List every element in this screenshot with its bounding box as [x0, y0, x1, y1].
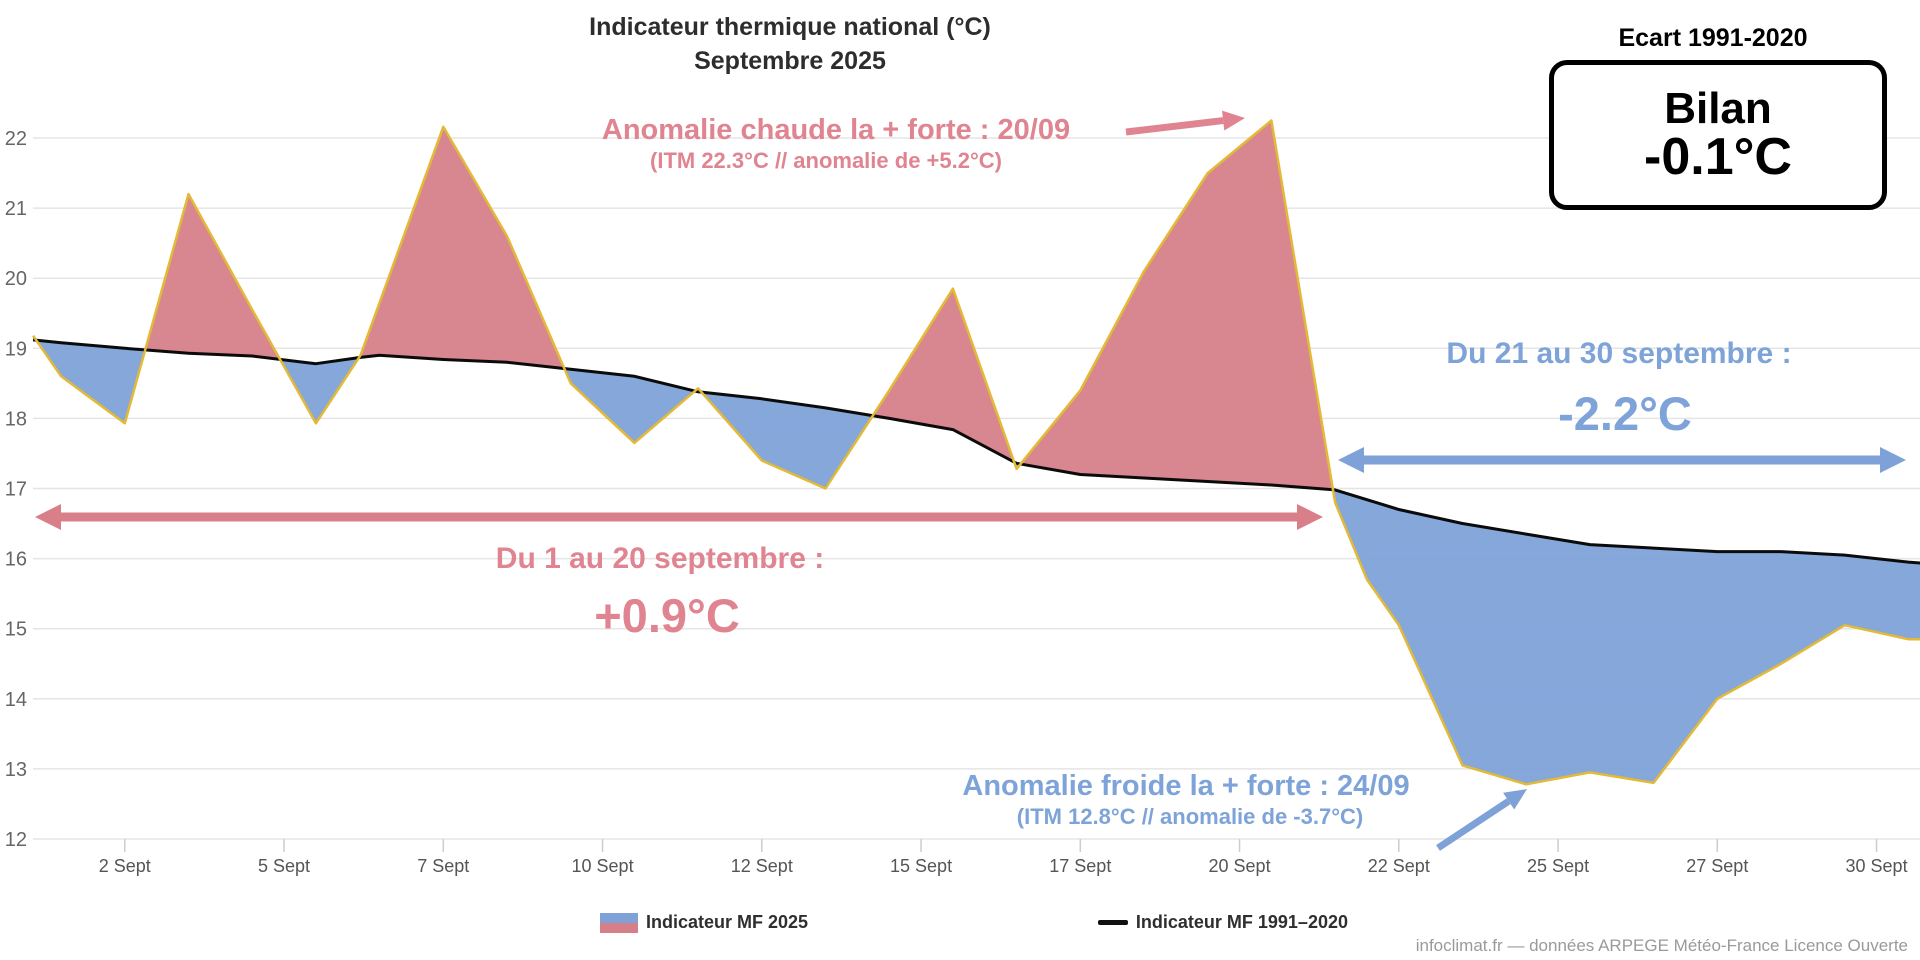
- warm-period-label: Du 1 au 20 septembre :: [495, 542, 825, 575]
- x-axis-label: 12 Sept: [731, 856, 793, 876]
- warm-peak-arrow: [1125, 117, 1224, 136]
- x-axis-label: 20 Sept: [1209, 856, 1271, 876]
- x-axis-label: 27 Sept: [1686, 856, 1748, 876]
- warm-peak-arrow-head: [1222, 110, 1245, 131]
- bilan-value: -0.1°C: [1644, 128, 1792, 186]
- y-axis-label: 13: [5, 759, 27, 781]
- chart-title-line2: Septembre 2025: [694, 47, 886, 75]
- warm-period-arrow-head: [1297, 504, 1323, 530]
- cold-period-arrow-head: [1880, 447, 1906, 473]
- legend-label-normal: Indicateur MF 1991–2020: [1135, 912, 1348, 932]
- warm-anomaly-area: [33, 120, 1920, 564]
- y-axis-label: 15: [5, 619, 27, 641]
- y-axis-label: 16: [5, 549, 27, 571]
- cold-anomaly-area: [33, 339, 1920, 785]
- chart-title: Indicateur thermique national (°C) Septe…: [589, 10, 991, 78]
- y-axis-label: 12: [5, 829, 27, 851]
- series-2025-line: [32, 119, 1920, 786]
- y-axis-label: 20: [5, 268, 27, 290]
- legend-line-icon: [1097, 920, 1128, 925]
- warm-anomaly-detail: (ITM 22.3°C // anomalie de +5.2°C): [650, 148, 1002, 173]
- x-axis-label: 17 Sept: [1049, 856, 1111, 876]
- legend-swatch-2025: [600, 912, 638, 933]
- cold-period-value: -2.2°C: [1558, 387, 1692, 440]
- x-axis-label: 7 Sept: [417, 856, 469, 876]
- cold-peak-arrow: [1436, 798, 1511, 851]
- series-normal-line: [32, 338, 1920, 565]
- cold-period-label: Du 21 au 30 septembre :: [1446, 337, 1792, 370]
- cold-period-arrow-head: [1338, 447, 1364, 473]
- warm-period-value: +0.9°C: [594, 589, 740, 642]
- warm-anomaly-title: Anomalie chaude la + forte : 20/09: [601, 114, 1071, 146]
- bilan-box: Bilan -0.1°C: [1549, 60, 1887, 210]
- x-axis-label: 15 Sept: [890, 856, 952, 876]
- legend-label-2025: Indicateur MF 2025: [646, 912, 809, 932]
- y-axis-label: 21: [5, 198, 27, 220]
- legend-item-normal[interactable]: Indicateur MF 1991–2020: [1097, 912, 1348, 933]
- chart-title-line1: Indicateur thermique national (°C): [589, 13, 991, 41]
- y-axis-label: 19: [5, 338, 27, 360]
- x-axis-label: 30 Sept: [1846, 856, 1908, 876]
- bilan-label: Bilan: [1664, 84, 1772, 133]
- x-axis-label: 10 Sept: [572, 856, 634, 876]
- attribution-text: infoclimat.fr — données ARPEGE Météo-Fra…: [1415, 936, 1908, 955]
- x-axis-label: 5 Sept: [258, 856, 310, 876]
- legend: Indicateur MF 2025 Indicateur MF 1991–2020: [600, 912, 1348, 933]
- y-axis-label: 17: [5, 479, 27, 501]
- legend-item-2025[interactable]: Indicateur MF 2025: [600, 912, 808, 933]
- cold-anomaly-detail: (ITM 12.8°C // anomalie de -3.7°C): [1016, 804, 1364, 829]
- y-axis-label: 22: [5, 128, 27, 150]
- y-axis-label: 18: [5, 408, 27, 430]
- warm-period-arrow-head: [35, 504, 61, 530]
- cold-peak-arrow-head: [1503, 789, 1527, 810]
- ecart-header: Ecart 1991-2020: [1618, 24, 1808, 52]
- x-axis-label: 25 Sept: [1527, 856, 1589, 876]
- y-axis-label: 14: [5, 689, 27, 711]
- x-axis-label: 22 Sept: [1368, 856, 1430, 876]
- cold-anomaly-title: Anomalie froide la + forte : 24/09: [962, 770, 1410, 802]
- x-axis-label: 2 Sept: [99, 856, 151, 876]
